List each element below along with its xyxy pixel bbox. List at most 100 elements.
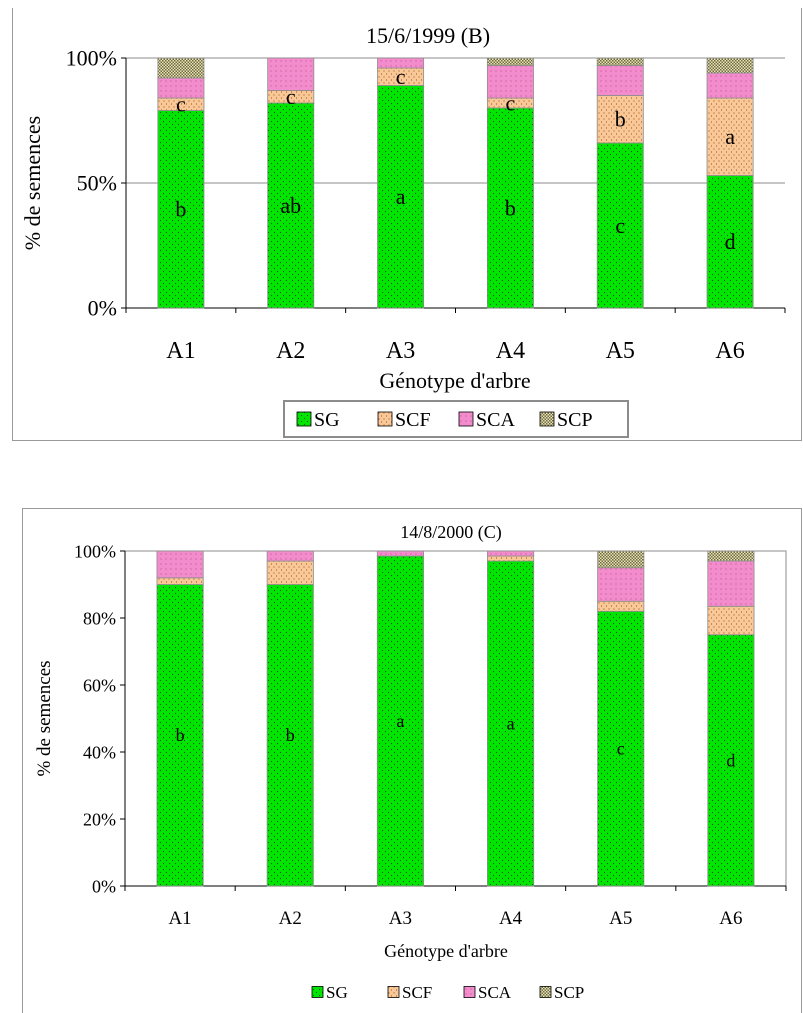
chart-b-svg: 0% 50% 100% b c A1 ab c A2 a c A3 b c A4 c b A5 d a A6 15/6/1… bbox=[20, 23, 786, 438]
bar-segment-sg bbox=[487, 560, 535, 887]
y-tick-label: 60% bbox=[83, 675, 116, 695]
bar-segment-sca bbox=[157, 77, 205, 99]
bar-segment-sg bbox=[707, 634, 755, 887]
bar-segment-sca bbox=[486, 65, 534, 99]
bar-segment-sg bbox=[706, 175, 754, 309]
significance-letter: a bbox=[396, 184, 406, 209]
x-tick-label: A2 bbox=[276, 338, 305, 364]
legend-label: SCP bbox=[557, 409, 593, 431]
legend-swatch-scf bbox=[387, 986, 400, 998]
bar-segment-sca bbox=[376, 550, 424, 557]
significance-letter: b bbox=[176, 725, 185, 745]
legend-swatch-scf bbox=[377, 411, 393, 427]
bar-segment-scf bbox=[597, 600, 645, 612]
x-tick-label: A4 bbox=[496, 338, 525, 364]
bar-segment-scp bbox=[157, 57, 205, 79]
bar-segment-sca bbox=[377, 57, 425, 69]
bar-segment-scf bbox=[596, 95, 644, 144]
chart-frame bbox=[12, 8, 802, 441]
bar-segment-scp bbox=[597, 550, 645, 569]
bar-segment-sg bbox=[377, 85, 425, 309]
x-tick-label: A1 bbox=[166, 338, 195, 364]
significance-letter: b bbox=[615, 107, 626, 132]
bar-segment-scp bbox=[707, 550, 755, 562]
plot-area bbox=[124, 550, 787, 887]
bar-segment-sca bbox=[267, 57, 315, 91]
x-tick-label: A5 bbox=[606, 338, 635, 364]
chart-title: 14/8/2000 (C) bbox=[400, 522, 502, 543]
x-tick-label: A2 bbox=[279, 908, 302, 929]
x-axis-label: Génotype d'arbre bbox=[379, 368, 530, 393]
significance-letter: c bbox=[286, 84, 296, 109]
x-tick-label: A3 bbox=[386, 338, 415, 364]
bar-segment-sca bbox=[597, 567, 645, 602]
y-axis-label: % de semences bbox=[34, 660, 55, 776]
x-axis-label: Génotype d'arbre bbox=[384, 941, 508, 961]
bar-segment-sca bbox=[156, 550, 204, 579]
legend-swatch-scp bbox=[539, 986, 552, 998]
y-tick-label: 40% bbox=[83, 742, 116, 762]
bar-segment-sca bbox=[266, 550, 314, 562]
legend-label: SCA bbox=[478, 983, 512, 1002]
significance-letter: c bbox=[617, 739, 625, 759]
x-tick-label: A5 bbox=[609, 908, 632, 929]
y-tick-label: 50% bbox=[77, 171, 117, 196]
bar-segment-sg bbox=[156, 584, 204, 887]
y-tick-label: 100% bbox=[66, 46, 117, 71]
x-tick-label: A6 bbox=[715, 338, 744, 364]
significance-letter: c bbox=[506, 90, 516, 115]
bar-segment-scf bbox=[156, 577, 204, 585]
x-tick-label: A4 bbox=[499, 908, 523, 929]
significance-letter: c bbox=[396, 64, 406, 89]
x-tick-label: A1 bbox=[168, 908, 191, 929]
chart-frame bbox=[22, 508, 802, 1013]
legend-label: SCF bbox=[395, 409, 431, 431]
legend-box bbox=[283, 400, 629, 438]
bar-segment-scf bbox=[487, 555, 535, 562]
bar-segment-sca bbox=[596, 65, 644, 96]
y-tick-label: 100% bbox=[74, 541, 116, 561]
y-tick-label: 0% bbox=[92, 876, 116, 896]
significance-letter: c bbox=[615, 213, 625, 238]
bar-segment-sg bbox=[596, 142, 644, 309]
y-tick-label: 0% bbox=[88, 296, 117, 321]
legend-label: SG bbox=[314, 409, 340, 431]
significance-letter: a bbox=[725, 124, 735, 149]
legend-label: SCA bbox=[476, 409, 515, 431]
y-tick-label: 20% bbox=[83, 809, 116, 829]
bar-segment-sca bbox=[706, 72, 754, 99]
legend-swatch-sg bbox=[296, 411, 312, 427]
significance-letter: b bbox=[286, 725, 295, 745]
significance-letter: b bbox=[505, 195, 516, 220]
legend-label: SCF bbox=[402, 983, 432, 1002]
chart-c-svg: 0% 20% 40% 60% 80% 100% b A1 b A2 a A3 a A4 c A5 d A6 14/8… bbox=[34, 522, 787, 1002]
legend-swatch-scp bbox=[539, 411, 555, 427]
bar-segment-scp bbox=[596, 57, 644, 66]
x-tick-label: A3 bbox=[389, 908, 412, 929]
chart-panel-c: 0% 20% 40% 60% 80% 100% b A1 b A2 a A3 a A4 c A5 d A6 14/8… bbox=[0, 508, 803, 1013]
significance-letter: a bbox=[507, 713, 515, 733]
legend-label: SCP bbox=[554, 983, 584, 1002]
bar-segment-sg bbox=[266, 584, 314, 887]
bar-segment-sca bbox=[707, 560, 755, 607]
chart-panel-b: 0% 50% 100% b c A1 ab c A2 a c A3 b c A4 c b A5 d a A6 15/6/1… bbox=[0, 0, 803, 450]
bar-segment-sg bbox=[597, 610, 645, 887]
bar-segment-scp bbox=[486, 57, 534, 66]
legend-label: SG bbox=[326, 983, 348, 1002]
chart-title: 15/6/1999 (B) bbox=[366, 23, 490, 48]
y-axis-label: % de semences bbox=[20, 116, 45, 250]
bar-segment-scf bbox=[707, 605, 755, 636]
bar-segment-sg bbox=[376, 555, 424, 887]
bar-segment-scf bbox=[266, 560, 314, 585]
significance-letter: d bbox=[725, 229, 736, 254]
bar-segment-sg bbox=[267, 102, 315, 309]
significance-letter: b bbox=[175, 197, 186, 222]
significance-letter: c bbox=[176, 92, 186, 117]
significance-letter: d bbox=[726, 750, 735, 770]
significance-letter: a bbox=[396, 711, 404, 731]
bar-segment-scp bbox=[706, 57, 754, 74]
x-tick-label: A6 bbox=[719, 908, 742, 929]
legend-swatch-sca bbox=[463, 986, 476, 998]
significance-letter: ab bbox=[280, 193, 301, 218]
bar-segment-sca bbox=[487, 550, 535, 557]
